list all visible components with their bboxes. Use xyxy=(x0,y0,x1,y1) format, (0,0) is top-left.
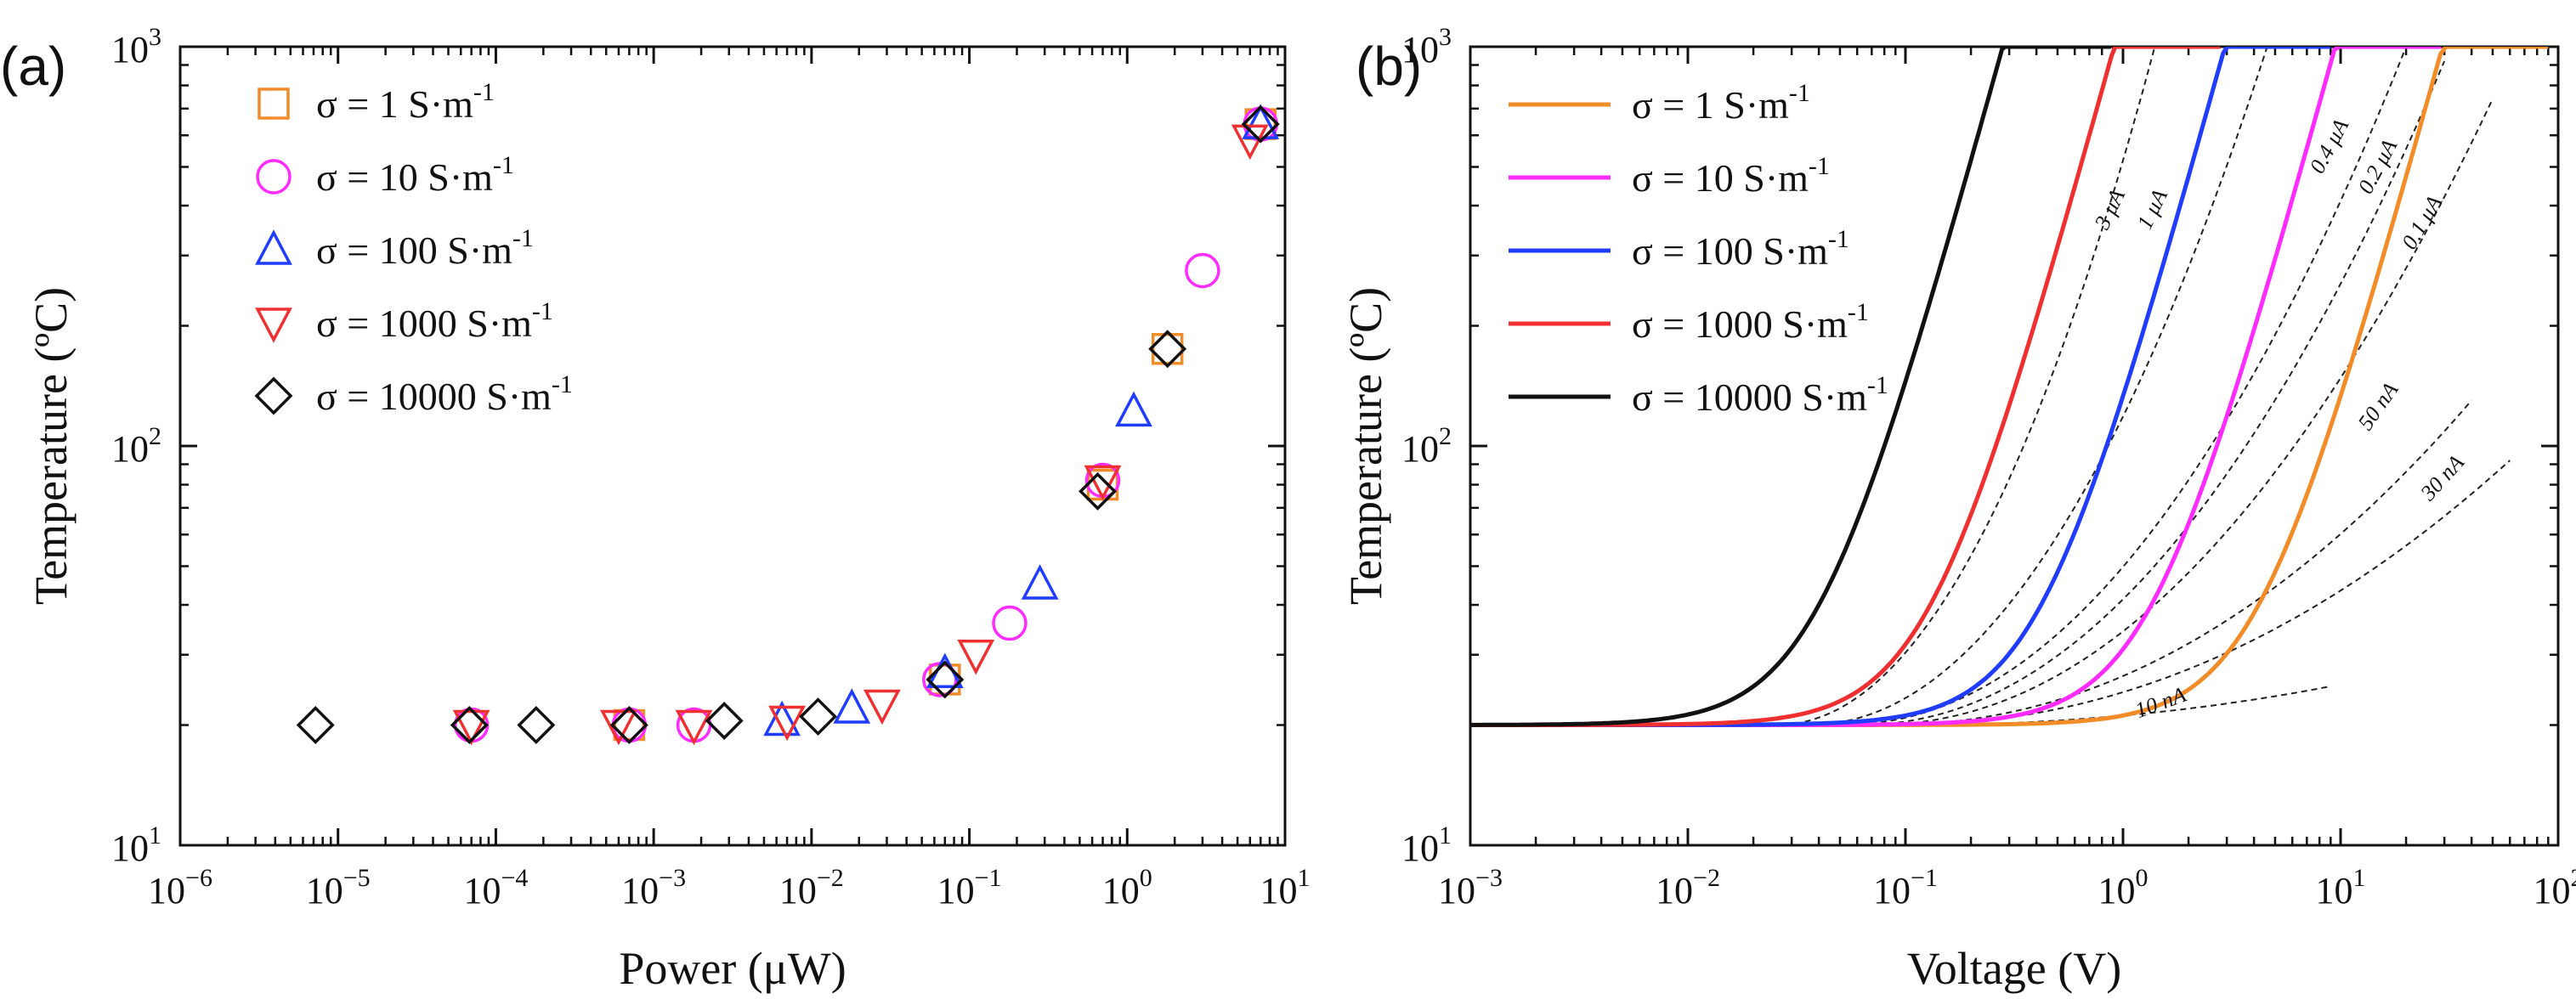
panel-a-legend-marker-square xyxy=(258,87,290,120)
panel-b-x-tick-label: 10−3 xyxy=(1438,864,1503,912)
panel-b-series-line xyxy=(1470,47,2331,727)
panel-a-point-triangle-down xyxy=(768,705,806,742)
panel-b-x-tick-label: 102 xyxy=(2534,864,2576,912)
panel-b-y-tick-label: 101 xyxy=(1401,821,1452,869)
panel-a-point-triangle-up xyxy=(833,688,871,724)
panel-a-x-tick-label: 100 xyxy=(1102,864,1152,912)
panel-a-legend-label: σ = 1 S·m-1 xyxy=(316,78,495,126)
panel-a-y-axis-label: Temperature (ºC) xyxy=(25,287,76,605)
panel-a-point-diamond xyxy=(705,702,744,740)
panel-b-y-tick-label: 102 xyxy=(1401,422,1452,470)
panel-b-constant-current-line xyxy=(1884,399,2472,726)
panel-a-x-tick-label: 10−3 xyxy=(621,864,686,912)
panel-a-y-tick-label: 102 xyxy=(111,422,161,470)
panel-b-legend-label: σ = 10 S·m-1 xyxy=(1632,152,1830,200)
panel-a-x-tick-label: 10−2 xyxy=(779,864,844,912)
panel-a-point-diamond xyxy=(296,706,335,744)
panel-a-point-diamond xyxy=(450,706,489,744)
panel-a-point-triangle-down xyxy=(957,640,995,675)
panel-b-x-tick-label: 101 xyxy=(2316,864,2366,912)
panel-b-x-tick-label: 10−1 xyxy=(1873,864,1938,912)
panel-a-point-diamond xyxy=(517,706,556,744)
panel-a-point-circle xyxy=(992,605,1028,641)
panel-a-point-triangle-up xyxy=(763,700,801,737)
panel-a-legend-marker-triangle-up xyxy=(255,229,292,265)
panel-b-constant-current-line xyxy=(1857,60,2446,726)
panel-a-x-axis-label: Power (μW) xyxy=(619,943,846,994)
panel-a-legend-marker-diamond xyxy=(254,376,293,415)
panel-a-x-tick-label: 10−1 xyxy=(937,864,1002,912)
panel-b-legend-label: σ = 100 S·m-1 xyxy=(1632,225,1849,273)
panel-b-label: (b) xyxy=(1356,36,1422,97)
panel-a-legend: σ = 1 S·m-1 σ = 10 S·m-1 σ = 100 S·m-1 σ = … xyxy=(254,78,573,418)
panel-a-point-triangle-down xyxy=(675,709,713,746)
panel-a-ticks: 10−6 10−5 10−4 10−3 10−2 10−1 100 101 101 102 103 xyxy=(111,23,1311,912)
panel-a-point-triangle-down xyxy=(1084,465,1122,501)
panel-a-points xyxy=(296,104,1280,746)
panel-b-y-axis-label: Temperature (ºC) xyxy=(1340,287,1391,605)
panel-b-current-label: 0.2 μA xyxy=(2353,135,2403,198)
panel-b-current-label: 30 nA xyxy=(2415,450,2469,506)
panel-a-point-circle xyxy=(1185,252,1220,289)
panel-b-current-label: 1 μA xyxy=(2132,185,2172,233)
panel-a-point-triangle-down xyxy=(600,709,637,746)
panel-a-legend-label: σ = 10 S·m-1 xyxy=(316,151,514,199)
panel-b-legend-label: σ = 10000 S·m-1 xyxy=(1632,371,1888,419)
panel-b-constant-current-line xyxy=(1806,47,2268,726)
panel-a-point-diamond xyxy=(799,697,838,737)
panel-b-constant-current-line xyxy=(1871,99,2494,726)
panel-b: (b) 10−3 10−2 10−1 100 101 102 101 102 103 σ = 1… xyxy=(1340,23,2576,994)
panel-b-constant-current-line xyxy=(1774,47,2156,726)
panel-b-series-line xyxy=(1470,47,2111,727)
panel-b-series-lines xyxy=(1470,47,2549,727)
panel-a-x-tick-label: 10−6 xyxy=(148,864,212,912)
panel-a-point-diamond xyxy=(609,706,648,744)
panel-a-point-triangle-down xyxy=(1231,124,1269,161)
panel-a-x-tick-label: 10−4 xyxy=(463,864,528,912)
panel-a-point-diamond xyxy=(1148,330,1187,369)
panel-a-point-triangle-up xyxy=(1021,564,1059,600)
panel-a-point-circle xyxy=(676,707,712,743)
panel-a-y-tick-label: 103 xyxy=(111,23,161,71)
panel-b-current-label: 3 μA xyxy=(2089,185,2130,234)
panel-b-legend-label: σ = 1 S·m-1 xyxy=(1632,79,1810,127)
panel-b-series-line xyxy=(1470,47,2442,727)
panel-a-point-diamond xyxy=(1079,471,1118,511)
panel-a-point-diamond xyxy=(1241,104,1280,144)
panel-a-legend-label: σ = 100 S·m-1 xyxy=(316,224,534,272)
panel-a-point-triangle-up xyxy=(1115,391,1152,427)
panel-b-current-label: 0.1 μA xyxy=(2397,191,2447,253)
panel-a-legend-marker-triangle-down xyxy=(255,308,292,343)
panel-b-x-tick-label: 100 xyxy=(2098,864,2149,912)
panel-a-x-tick-label: 10−5 xyxy=(306,864,371,912)
panel-b-x-tick-label: 10−2 xyxy=(1656,864,1720,912)
panel-a-legend-label: σ = 1000 S·m-1 xyxy=(316,297,553,345)
panel-a-point-diamond xyxy=(926,660,965,699)
panel-b-current-label: 10 nA xyxy=(2132,682,2189,723)
panel-b-legend: σ = 1 S·m-1 σ = 10 S·m-1 σ = 100 S·m-1 σ = … xyxy=(1509,79,1888,419)
panel-b-legend-label: σ = 1000 S·m-1 xyxy=(1632,298,1869,346)
panel-b-current-label: 50 nA xyxy=(2353,378,2403,435)
panel-a-point-square xyxy=(1151,333,1184,365)
panel-a-point-triangle-down xyxy=(863,689,901,725)
panel-a-point-circle xyxy=(453,707,490,743)
panel-b-x-axis-label: Voltage (V) xyxy=(1907,943,2121,994)
panel-a-legend-label: σ = 10000 S·m-1 xyxy=(316,370,573,418)
panel-a-legend-marker-circle xyxy=(256,159,292,195)
panel-a-y-tick-label: 101 xyxy=(111,821,161,869)
panel-a: (a) 10−6 10−5 10−4 10−3 10−2 10−1 100 101 101 102… xyxy=(0,23,1311,994)
panel-a-x-tick-label: 101 xyxy=(1260,864,1311,912)
panel-a-label: (a) xyxy=(0,36,66,97)
panel-b-y-tick-label: 103 xyxy=(1401,23,1452,71)
